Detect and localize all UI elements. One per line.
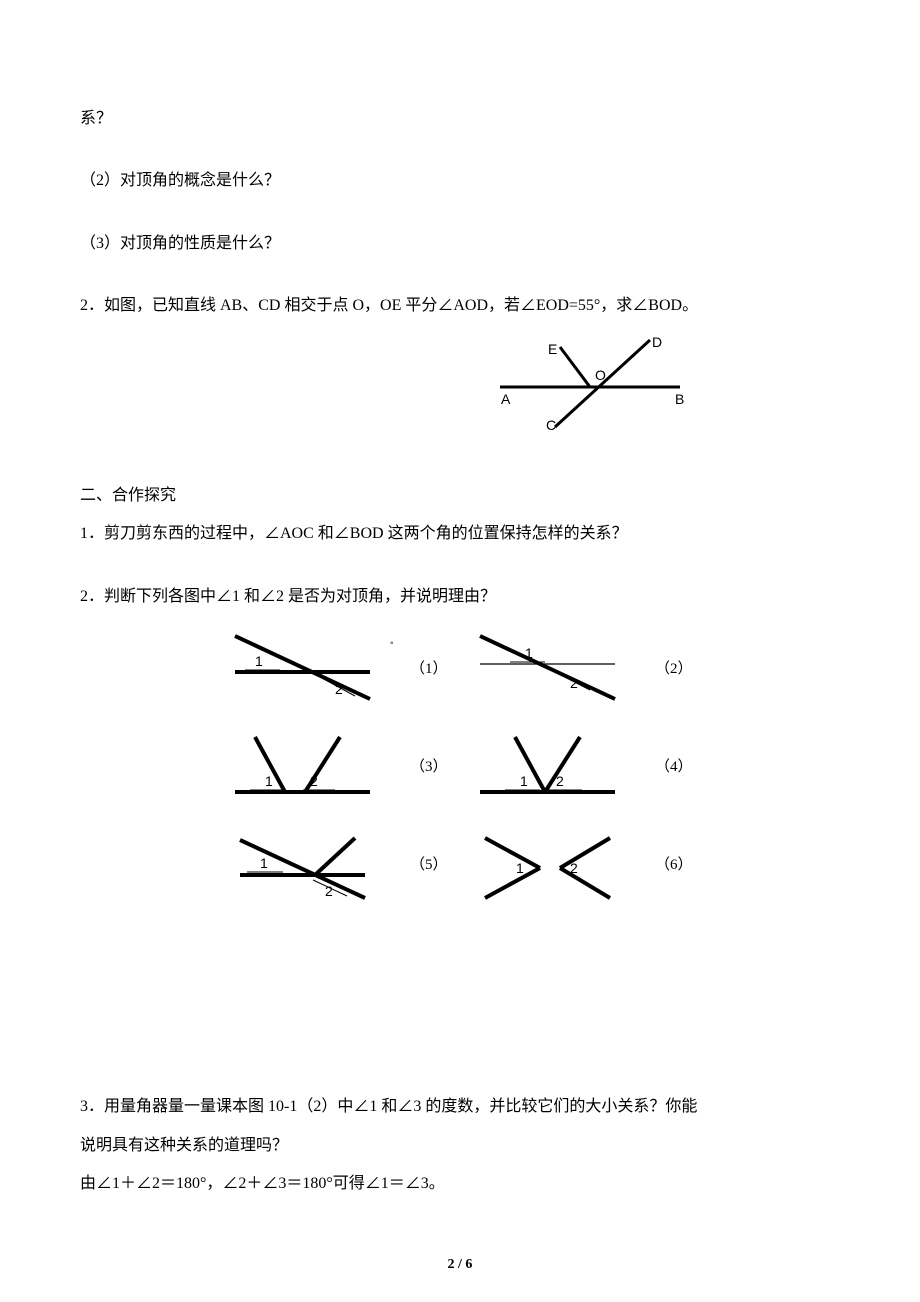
q-sub-2: （2）对顶角的概念是什么？: [80, 162, 840, 200]
fig3-angle1: 1: [265, 773, 273, 789]
page-root: 系？ （2）对顶角的概念是什么？ （3）对顶角的性质是什么？ 2．如图，已知直线…: [0, 0, 920, 1302]
page-number: 2 / 6: [0, 1248, 920, 1282]
s2-q3-l2: 说明具有这种关系的道理吗？: [80, 1127, 840, 1165]
label-D: D: [652, 334, 662, 350]
fig-row-2: 1 2 （3） 1 2 （4）: [80, 722, 840, 812]
label-A: A: [501, 391, 511, 407]
fig5-angle2: 2: [325, 883, 333, 899]
fig-1: 1 2: [225, 624, 380, 714]
q2-main: 2．如图，已知直线 AB、CD 相交于点 O，OE 平分∠AOD，若∠EOD=5…: [80, 287, 840, 325]
section2-heading: 二、合作探究: [80, 477, 840, 515]
fig-3: 1 2: [225, 722, 380, 812]
fig-oe-svg: A B C D E O: [480, 332, 700, 432]
fig4-angle1: 1: [520, 773, 528, 789]
label-E: E: [548, 341, 557, 357]
fig1-angle1: 1: [255, 653, 263, 669]
fig-5: 1 2: [225, 820, 380, 910]
figure-intersection: A B C D E O: [340, 332, 840, 447]
fig-row-1: 1 2 （1） 1 2 （2）: [80, 624, 840, 714]
fig3-angle2: 2: [310, 773, 318, 789]
cap-4: （4）: [655, 749, 695, 785]
dot-glyph: ▪: [390, 632, 394, 656]
fig-2: 1 2: [470, 624, 625, 714]
s2-q2: 2．判断下列各图中∠1 和∠2 是否为对顶角，并说明理由？: [80, 578, 840, 616]
q-sub-3: （3）对顶角的性质是什么？: [80, 225, 840, 263]
cap-1: （1）: [410, 651, 450, 687]
cap-6: （6）: [655, 847, 695, 883]
fig-row-3: 1 2 （5） 1 2 （6）: [80, 820, 840, 910]
s2-q3-l3: 由∠1＋∠2＝180°，∠2＋∠3＝180°可得∠1＝∠3。: [80, 1165, 840, 1203]
cap-3: （3）: [410, 749, 450, 785]
label-C: C: [546, 417, 556, 432]
angle-figures: ▪ 1 2 （1） 1 2 （2）: [80, 624, 840, 910]
fig-6: 1 2: [470, 820, 625, 910]
label-B: B: [675, 391, 684, 407]
label-O: O: [595, 367, 606, 383]
fig6-angle2: 2: [570, 860, 578, 876]
fig5-angle1: 1: [260, 855, 268, 871]
s2-q1: 1．剪刀剪东西的过程中，∠AOC 和∠BOD 这两个角的位置保持怎样的关系？: [80, 515, 840, 553]
cap-5: （5）: [410, 847, 450, 883]
top-fragment: 系？: [80, 100, 840, 138]
cap-2: （2）: [655, 651, 695, 687]
fig2-angle1: 1: [525, 645, 533, 661]
s2-q3-l1: 3．用量角器量一量课本图 10-1（2）中∠1 和∠3 的度数，并比较它们的大小…: [80, 1088, 840, 1126]
fig6-angle1: 1: [516, 860, 524, 876]
fig4-angle2: 2: [556, 773, 564, 789]
fig-4: 1 2: [470, 722, 625, 812]
